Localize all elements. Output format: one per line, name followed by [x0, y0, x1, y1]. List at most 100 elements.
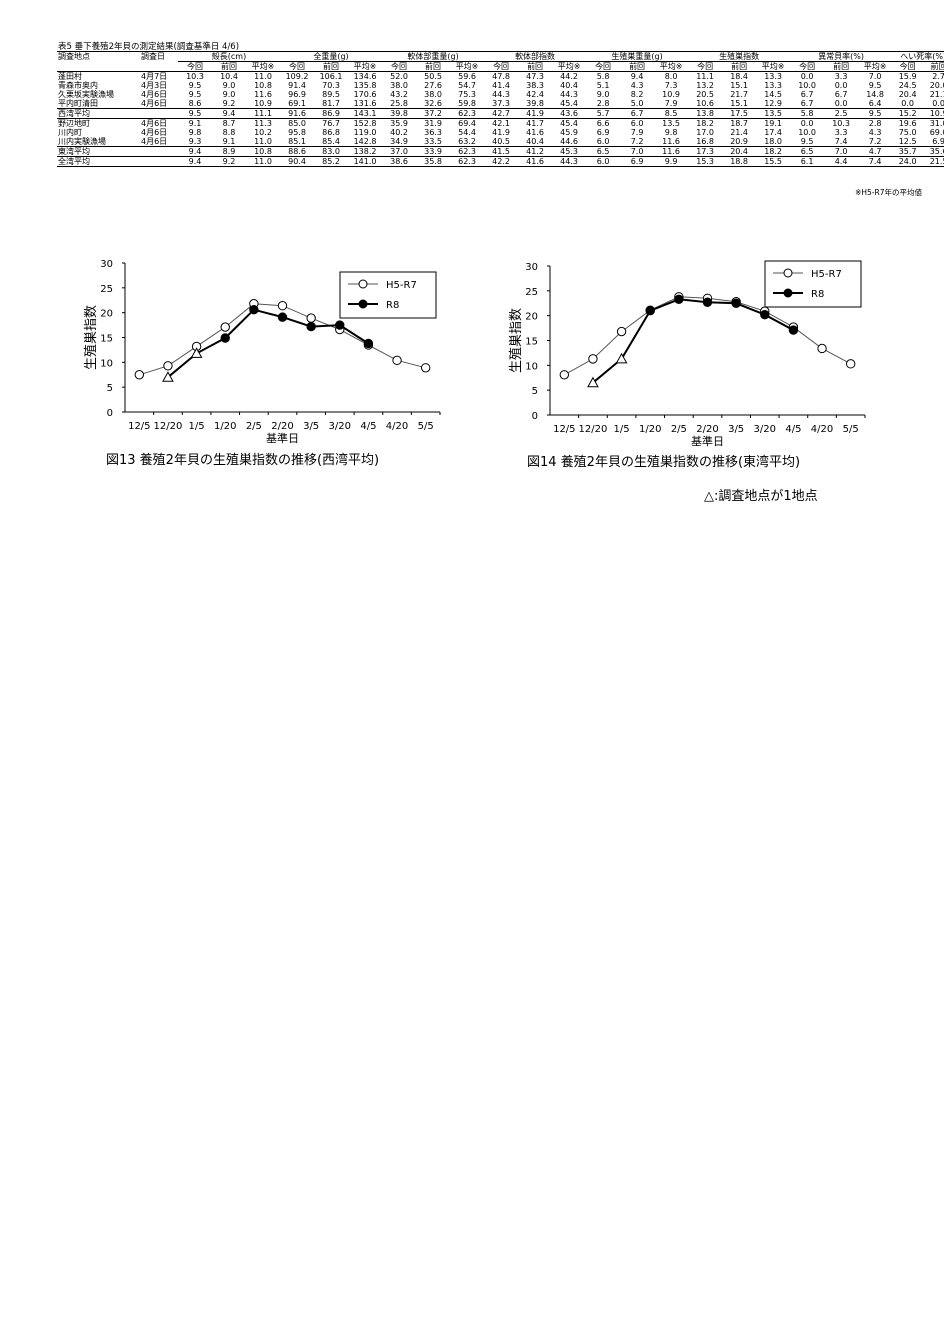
table-cell: 9.5: [188, 90, 202, 99]
survey-date: [140, 146, 178, 157]
table-note: ※H5-R7年の平均値: [855, 188, 922, 197]
survey-date: [140, 156, 178, 167]
table-cell: 45.9: [560, 128, 578, 137]
data-point-filled: [306, 321, 316, 332]
table-cell: 85.1: [288, 137, 306, 146]
table-cell: 33.9: [416, 146, 451, 157]
table-cell: 25.8: [390, 99, 408, 108]
table-cell: 8.0: [664, 72, 678, 81]
table-average-row: 東湾平均 9.4 8.9 10.8 88.6 83.0 138.2 37.0 33.9 62.3 4…: [57, 146, 944, 157]
table-row: 川内実験漁場 4月6日 9.3 9.1 11.0 85.1 85.4 142.8 34.9 33.…: [57, 137, 944, 147]
table-cell: 34.9: [390, 137, 408, 146]
legend-marker: [783, 288, 793, 298]
header-sub: 前回: [620, 61, 655, 72]
table-cell: 152.8: [348, 118, 383, 128]
table-cell: 14.5: [764, 90, 782, 99]
table-cell: 35.9: [382, 118, 417, 128]
y-tick-label: 10: [100, 358, 113, 369]
one-site-triangle-marker: [615, 352, 628, 364]
data-point-filled: [277, 312, 288, 322]
table-cell: 18.7: [722, 118, 757, 128]
data-point-filled: [788, 325, 799, 335]
header-sub: 今回: [790, 61, 825, 72]
table-cell: 12.9: [764, 99, 782, 108]
table-cell: 20.0: [929, 81, 944, 90]
table-cell: 88.6: [280, 146, 315, 157]
series-line-historical: [564, 296, 851, 376]
table-sub-header-row: 今回 前回 平均※ 今回 前回 平均※ 今回 前回 平均※ 今回 前回 平均※ 今回 前回 平均※ 今回 前回平…: [57, 61, 944, 72]
table-cell: 5.7: [586, 108, 621, 119]
table-cell: 33.5: [424, 137, 442, 146]
site-name: 川内実験漁場: [58, 137, 106, 146]
table-cell: 40.2: [390, 128, 408, 137]
table-cell: 69.0: [929, 128, 944, 137]
table-cell: 119.0: [353, 128, 377, 137]
header-sub: 今回: [382, 61, 417, 72]
site-name: 川内町: [58, 128, 82, 137]
table-cell: 5.8: [596, 72, 610, 81]
table-cell: 9.0: [596, 90, 610, 99]
table-cell: 6.0: [586, 156, 621, 167]
table-cell: 6.7: [800, 90, 814, 99]
table-cell: 7.0: [620, 146, 655, 157]
table-cell: 131.6: [353, 99, 377, 108]
x-tick-label: 3/5: [303, 421, 319, 432]
header-sub: 前回: [314, 61, 349, 72]
table-row: 野辺地町 4月6日 9.1 8.7 11.3 85.0 76.7 152.8 35.9 31.9 6…: [57, 118, 944, 128]
table-average-row: 西湾平均 9.5 9.4 11.1 91.6 86.9 143.1 39.8 37.2 62.3 4…: [57, 108, 944, 119]
x-tick-label: 4/20: [811, 424, 833, 435]
table-cell: 43.2: [390, 90, 408, 99]
header-sub: 今回: [178, 61, 212, 72]
chart-east-bay: 0 5 10 15 20 25 30 12/5 12/20 1/5 1/20 2/5 2/20 3/5 3/…: [495, 258, 866, 462]
table-cell: 44.3: [492, 90, 510, 99]
data-point-open: [588, 354, 598, 364]
table-cell: 2.5: [824, 108, 859, 119]
header-sub: 前回: [824, 61, 859, 72]
table-cell: 27.6: [424, 81, 442, 90]
data-point-open: [134, 370, 145, 380]
table-cell: 85.0: [280, 118, 315, 128]
x-tick-label: 12/5: [553, 424, 575, 435]
table-cell: 62.3: [450, 156, 485, 167]
table-cell: 63.2: [458, 137, 476, 146]
table-cell: 62.3: [450, 146, 485, 157]
table-cell: 41.4: [492, 81, 510, 90]
header-sub: 前回: [212, 61, 246, 72]
legend-label: H5-R7: [386, 280, 417, 291]
table-cell: 0.0: [790, 118, 825, 128]
table-cell: 9.2: [212, 156, 246, 167]
table-cell: 17.0: [696, 128, 714, 137]
table-cell: 142.8: [353, 137, 377, 146]
table-cell: 9.2: [222, 99, 236, 108]
table-cell: 7.0: [824, 146, 859, 157]
x-tick-label: 1/5: [614, 424, 630, 435]
table-cell: 5.0: [630, 99, 644, 108]
table-cell: 0.0: [932, 99, 944, 108]
y-tick-label: 10: [525, 361, 538, 372]
table-cell: 8.9: [212, 146, 246, 157]
table-cell: 81.7: [322, 99, 340, 108]
table-cell: 7.3: [664, 81, 678, 90]
table-cell: 47.3: [526, 72, 544, 81]
table-cell: 39.8: [526, 99, 544, 108]
table-cell: 17.3: [688, 146, 723, 157]
survey-date: 4月6日: [141, 128, 168, 137]
table-cell: 42.7: [484, 108, 519, 119]
site-name: 野辺地町: [57, 118, 140, 128]
series-line-current: [592, 298, 794, 384]
x-tick-label: 2/20: [696, 424, 718, 435]
table-cell: 10.6: [696, 99, 714, 108]
table-cell: 4.4: [824, 156, 859, 167]
table-cell: 44.3: [560, 90, 578, 99]
header-sub: 平均※: [450, 61, 485, 72]
table-cell: 83.0: [314, 146, 349, 157]
y-tick-label: 20: [100, 309, 113, 320]
survey-date: [140, 108, 178, 119]
site-name: 青森市奥内: [58, 81, 98, 90]
table-cell: 89.5: [322, 90, 340, 99]
table-cell: 8.8: [222, 128, 236, 137]
table-cell: 44.2: [560, 72, 578, 81]
table-cell: 15.9: [898, 72, 917, 81]
survey-date: 4月7日: [141, 72, 168, 81]
table-cell: 0.0: [800, 72, 814, 81]
